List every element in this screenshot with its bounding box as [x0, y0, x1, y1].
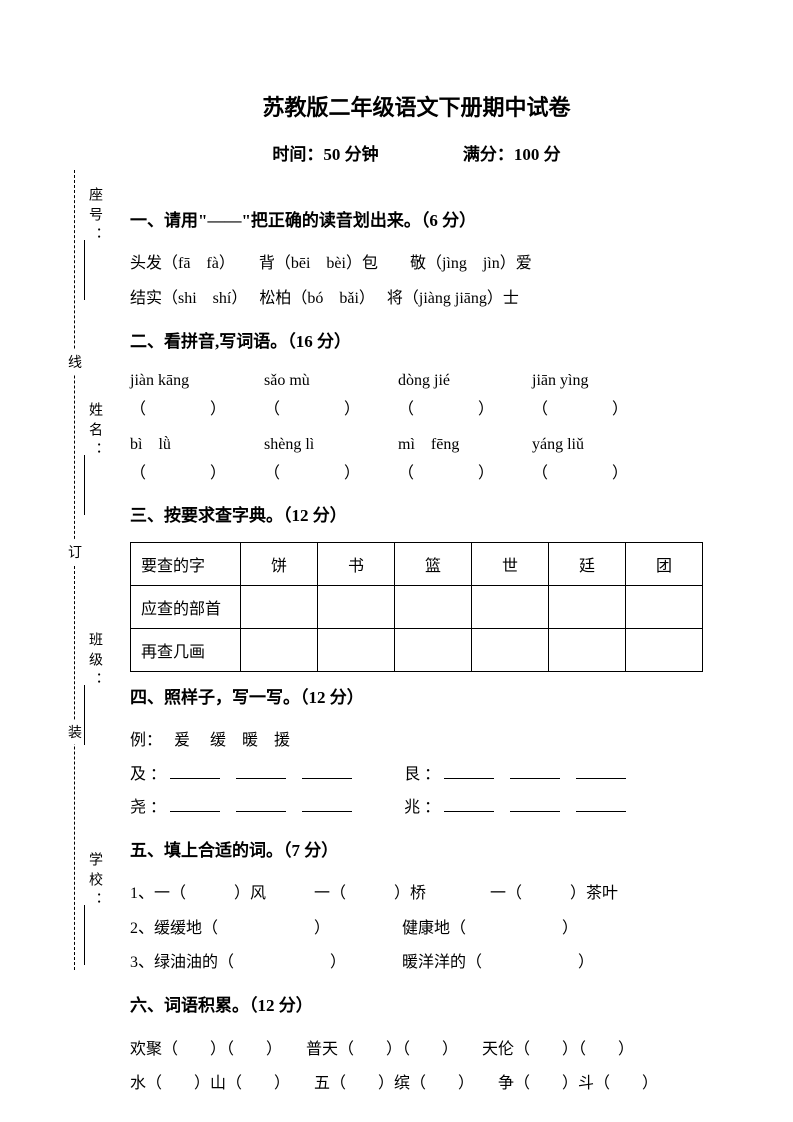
q3-heading: 三、按要求查字典。（12 分）: [130, 500, 703, 532]
table-cell: [395, 628, 472, 671]
q5-line3: 3、绿油油的（ ） 暖洋洋的（ ）: [130, 946, 703, 980]
sidebar-mark-zhuang: 装: [66, 720, 84, 744]
blank-cell: （ ）: [130, 394, 260, 426]
q4-row1: 及 ： 艮 ：: [130, 758, 703, 792]
q1-line2: 结实（shi shí） 松柏（bó bǎi） 将（jiàng jiāng）士: [130, 282, 703, 316]
blank-line: [236, 763, 286, 779]
table-cell: [318, 585, 395, 628]
table-header: 饼: [241, 542, 318, 585]
q4-row2: 尧 ： 兆 ：: [130, 791, 703, 825]
radical-label: 艮 ：: [404, 766, 440, 783]
q5-line2: 2、缓缓地（ ） 健康地（ ）: [130, 912, 703, 946]
q2-heading: 二、看拼音,写词语。（16 分）: [130, 326, 703, 358]
sidebar-label-school: 学校：: [84, 850, 104, 914]
sidebar-label-seat: 座号：: [84, 185, 104, 249]
table-cell: [626, 628, 703, 671]
pinyin-cell: mì fēng: [398, 432, 528, 458]
sidebar-dashed-line: [74, 170, 75, 970]
radical-label: 尧 ：: [130, 799, 166, 816]
blank-line: [302, 763, 352, 779]
radical-label: 及 ：: [130, 766, 166, 783]
blank-line: [236, 796, 286, 812]
table-cell: [241, 628, 318, 671]
pinyin-cell: jiàn kāng: [130, 368, 260, 394]
q2-pinyin-row2: bì lǜ shèng lì mì fēng yáng liǔ: [130, 432, 703, 458]
q4-example: 例： 爰 缓 暖 援: [130, 724, 703, 758]
table-header: 书: [318, 542, 395, 585]
radical-label: 兆 ：: [404, 799, 440, 816]
blank-line: [170, 796, 220, 812]
q6-heading: 六、词语积累。（12 分）: [130, 990, 703, 1022]
table-row: 应查的部首: [131, 585, 703, 628]
q1-heading: 一、请用"——"把正确的读音划出来。（6 分）: [130, 205, 703, 237]
sidebar-mark-xian: 线: [66, 350, 84, 374]
table-header: 篮: [395, 542, 472, 585]
sidebar-blank: [84, 685, 85, 745]
table-cell: [549, 628, 626, 671]
dictionary-table: 要查的字 饼 书 篮 世 廷 团 应查的部首 再查几画: [130, 542, 703, 672]
q2-blank-row2: （ ） （ ） （ ） （ ）: [130, 458, 703, 490]
q4-heading: 四、照样子，写一写。（12 分）: [130, 682, 703, 714]
pinyin-cell: sǎo mù: [264, 368, 394, 394]
time-label: 时间：50 分钟: [272, 140, 378, 165]
q6-line2: 水（ ）山（ ） 五（ ）缤（ ） 争（ ）斗（ ）: [130, 1067, 703, 1101]
blank-cell: （ ）: [532, 394, 662, 426]
blank-cell: （ ）: [532, 458, 662, 490]
blank-line: [170, 763, 220, 779]
sidebar-label-class: 班级：: [84, 630, 104, 694]
exam-subtitle: 时间：50 分钟 满分：100 分: [130, 140, 703, 165]
blank-cell: （ ）: [130, 458, 260, 490]
table-row: 再查几画: [131, 628, 703, 671]
pinyin-cell: dòng jié: [398, 368, 528, 394]
blank-cell: （ ）: [264, 458, 394, 490]
blank-cell: （ ）: [398, 458, 528, 490]
blank-line: [510, 763, 560, 779]
exam-title: 苏教版二年级语文下册期中试卷: [130, 90, 703, 122]
sidebar-blank: [84, 905, 85, 965]
q5-heading: 五、填上合适的词。（7 分）: [130, 835, 703, 867]
blank-cell: （ ）: [264, 394, 394, 426]
blank-line: [302, 796, 352, 812]
sidebar-label-name: 姓名：: [84, 400, 104, 464]
table-header: 世: [472, 542, 549, 585]
table-cell: [395, 585, 472, 628]
blank-line: [576, 763, 626, 779]
table-row: 要查的字 饼 书 篮 世 廷 团: [131, 542, 703, 585]
score-label: 满分：100 分: [463, 140, 561, 165]
q2-blank-row1: （ ） （ ） （ ） （ ）: [130, 394, 703, 426]
pinyin-cell: bì lǜ: [130, 432, 260, 458]
table-cell: [472, 628, 549, 671]
table-cell: 应查的部首: [131, 585, 241, 628]
blank-line: [444, 796, 494, 812]
table-cell: 再查几画: [131, 628, 241, 671]
q2-pinyin-row1: jiàn kāng sǎo mù dòng jié jiān yìng: [130, 368, 703, 394]
blank-line: [510, 796, 560, 812]
q5-line1: 1、一（ ）风 一（ ）桥 一（ ）茶叶: [130, 877, 703, 911]
table-cell: [318, 628, 395, 671]
sidebar-blank: [84, 455, 85, 515]
blank-cell: （ ）: [398, 394, 528, 426]
table-header: 廷: [549, 542, 626, 585]
sidebar-blank: [84, 240, 85, 300]
binding-sidebar: 座号： 线 姓名： 订 班级： 装 学校：: [54, 170, 94, 970]
table-cell: [241, 585, 318, 628]
blank-line: [444, 763, 494, 779]
pinyin-cell: jiān yìng: [532, 368, 662, 394]
q1-line1: 头发（fā fà） 背（bēi bèi）包 敬（jìng jìn）爱: [130, 247, 703, 281]
table-header: 要查的字: [131, 542, 241, 585]
table-cell: [626, 585, 703, 628]
table-header: 团: [626, 542, 703, 585]
sidebar-mark-ding: 订: [66, 540, 84, 564]
blank-line: [576, 796, 626, 812]
pinyin-cell: yáng liǔ: [532, 432, 662, 458]
q6-line1: 欢聚（ ）（ ） 普天（ ）（ ） 天伦（ ）（ ）: [130, 1033, 703, 1067]
table-cell: [549, 585, 626, 628]
table-cell: [472, 585, 549, 628]
pinyin-cell: shèng lì: [264, 432, 394, 458]
